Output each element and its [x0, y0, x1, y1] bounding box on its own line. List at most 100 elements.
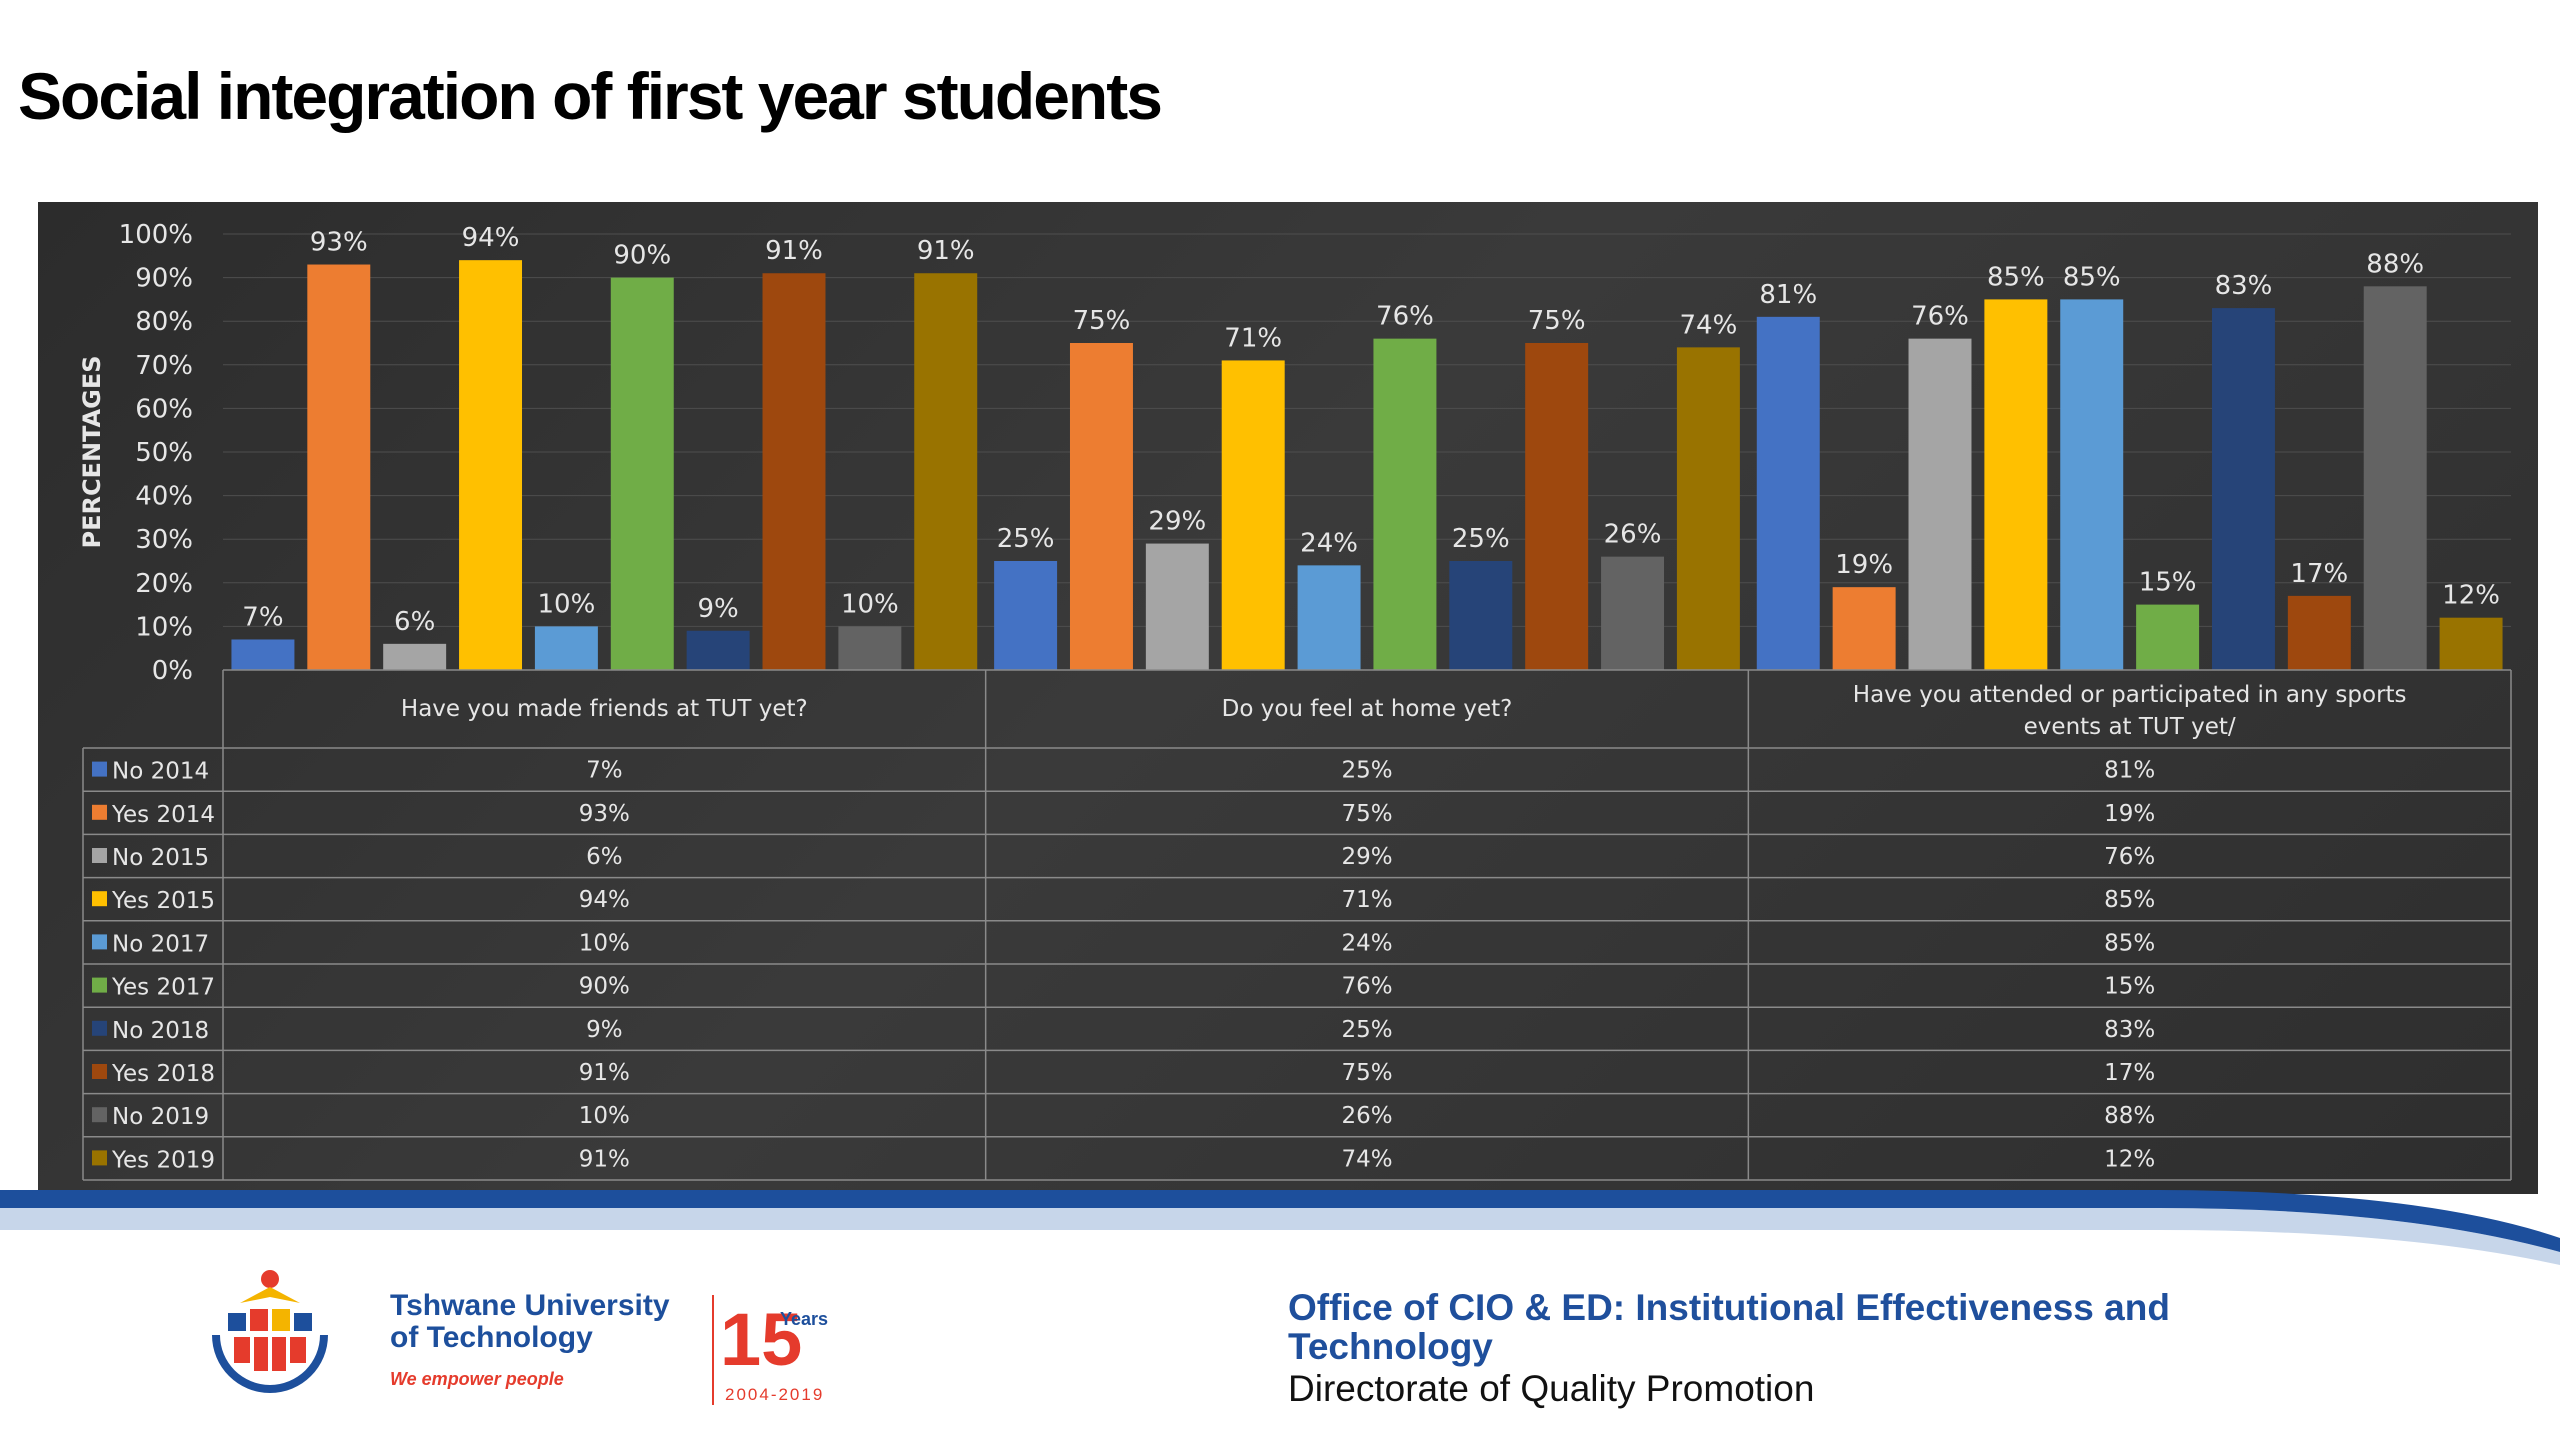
data-label: 10% [841, 589, 899, 619]
bar-yes-2015 [459, 260, 523, 670]
anniversary-number: 15 [720, 1298, 802, 1381]
bar-no-2015 [383, 643, 447, 670]
category-header: events at TUT yet/ [2024, 714, 2236, 740]
category-header: Have you attended or participated in any… [1853, 682, 2407, 708]
data-label: 85% [2063, 262, 2121, 292]
directorate-name: Directorate of Quality Promotion [1288, 1368, 1815, 1409]
data-label: 83% [2215, 271, 2273, 301]
bar-no-2018 [1449, 561, 1513, 670]
data-label: 15% [2139, 568, 2197, 598]
data-label: 81% [1759, 280, 1817, 310]
table-cell: 85% [2104, 930, 2155, 956]
table-cell: 9% [586, 1017, 623, 1043]
tut-emblem-icon [212, 1270, 328, 1393]
legend-swatch [92, 804, 107, 820]
table-cell: 91% [579, 1146, 630, 1172]
legend-swatch [92, 1064, 107, 1079]
data-label: 10% [538, 589, 596, 619]
data-label: 24% [1300, 528, 1358, 558]
legend-label: No 2015 [112, 845, 209, 871]
data-label: 74% [1680, 310, 1738, 340]
table-cell: 81% [2104, 758, 2155, 784]
data-label: 7% [242, 602, 283, 632]
university-name-line2: of Technology [390, 1321, 593, 1354]
data-label: 93% [310, 228, 368, 258]
bar-no-2014 [1756, 316, 1820, 670]
bar-yes-2018 [1525, 343, 1589, 670]
y-tick-label: 0% [152, 656, 193, 686]
page-title: Social integration of first year student… [18, 59, 1163, 133]
bar-yes-2014 [1832, 587, 1896, 670]
legend-swatch [92, 848, 107, 863]
table-cell: 90% [579, 974, 630, 1000]
y-axis-label: PERCENTAGES [78, 355, 106, 548]
table-cell: 75% [1341, 801, 1392, 827]
bar-no-2019 [838, 626, 902, 670]
legend-swatch [92, 1020, 107, 1036]
legend-label: Yes 2019 [111, 1147, 215, 1173]
bar-no-2018 [2211, 308, 2275, 670]
bar-yes-2017 [2136, 604, 2200, 670]
table-cell: 83% [2104, 1017, 2155, 1043]
office-name: Office of CIO & ED: Institutional Effect… [1288, 1287, 2170, 1367]
legend-label: No 2018 [112, 1018, 209, 1044]
table-cell: 17% [2104, 1060, 2155, 1086]
data-label: 12% [2442, 581, 2500, 611]
chart-panel: 0% 10% 20% 30% 40% 50% 60% 70% 80% 90% 100% PERCENT… [38, 202, 2538, 1194]
legend-swatch [92, 1107, 107, 1123]
y-tick-label: 20% [135, 569, 193, 599]
legend-label: No 2019 [112, 1104, 209, 1130]
bar-no-2017 [2060, 299, 2124, 670]
category-header: Do you feel at home yet? [1222, 696, 1513, 722]
data-label: 19% [1835, 550, 1893, 580]
data-label: 17% [2290, 559, 2348, 589]
table-cell: 25% [1341, 1017, 1392, 1043]
table-cell: 74% [1341, 1146, 1392, 1172]
bar-no-2015 [1145, 543, 1209, 670]
bar-no-2017 [534, 626, 598, 670]
table-cell: 26% [1341, 1103, 1392, 1129]
data-label: 6% [394, 607, 435, 637]
data-label: 29% [1148, 507, 1206, 537]
bar-yes-2015 [1984, 299, 2048, 670]
table-cell: 25% [1341, 758, 1392, 784]
table-cell: 24% [1341, 930, 1392, 956]
bar-no-2014 [994, 561, 1058, 670]
bar-yes-2018 [762, 273, 826, 670]
university-logo: Tshwane University of Technology We empo… [200, 1265, 850, 1415]
bar-yes-2014 [307, 264, 371, 670]
legend-swatch [92, 891, 107, 907]
bar-no-2015 [1908, 338, 1972, 670]
y-tick-label: 80% [135, 307, 193, 337]
table-cell: 29% [1341, 844, 1392, 870]
data-label: 75% [1528, 306, 1586, 336]
data-label: 90% [613, 241, 671, 271]
data-label: 76% [1376, 302, 1434, 332]
data-label: 76% [1911, 302, 1969, 332]
bar-yes-2015 [1221, 360, 1285, 670]
data-label: 26% [1604, 520, 1662, 550]
footer-swoosh-band [0, 1190, 2560, 1265]
data-label: 94% [462, 223, 520, 253]
legend-label: Yes 2015 [111, 888, 215, 914]
bar-yes-2014 [1069, 343, 1133, 670]
legend-swatch [92, 761, 107, 777]
table-cell: 76% [2104, 844, 2155, 870]
data-label: 25% [1452, 524, 1510, 554]
data-label: 75% [1073, 306, 1131, 336]
bar-chart-with-data-table: 0% 10% 20% 30% 40% 50% 60% 70% 80% 90% 100% PERCENT… [78, 220, 2512, 1181]
table-cell: 10% [579, 930, 630, 956]
table-cell: 6% [586, 844, 623, 870]
bar-no-2017 [1297, 565, 1361, 670]
table-cell: 10% [579, 1103, 630, 1129]
table-cell: 91% [579, 1060, 630, 1086]
table-cell: 15% [2104, 974, 2155, 1000]
bar-yes-2019 [914, 273, 978, 670]
category-header: Have you made friends at TUT yet? [401, 696, 808, 722]
bar-yes-2018 [2287, 595, 2351, 670]
legend-label: Yes 2014 [111, 802, 215, 828]
legend-label: No 2017 [112, 931, 209, 957]
y-tick-label: 30% [135, 525, 193, 555]
legend-label: No 2014 [112, 759, 209, 785]
legend-swatch [92, 977, 107, 993]
